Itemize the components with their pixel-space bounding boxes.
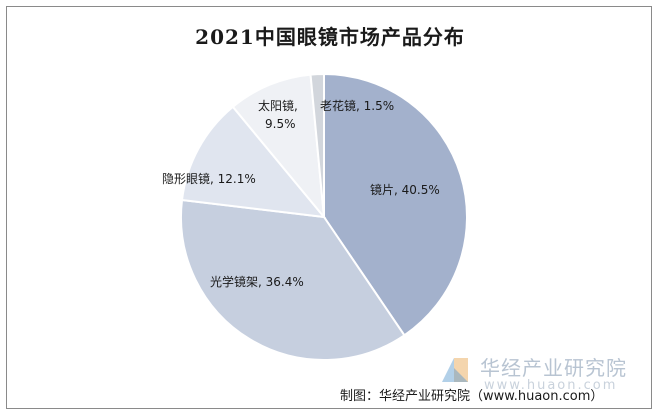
slice-label-contact-lens: 隐形眼镜, 12.1% (162, 171, 256, 186)
slice-label-optical-frame: 光学镜架, 36.4% (210, 274, 304, 289)
brand-logo-icon (442, 358, 468, 382)
slice-lens (323, 72, 468, 337)
slice-label-lens: 镜片, 40.5% (370, 182, 440, 197)
slice-sunglasses (231, 73, 326, 221)
slice-contact-lens (180, 105, 327, 219)
chart-title: 2021中国眼镜市场产品分布 (195, 25, 465, 49)
slice-label-reading-glasses: 老花镜, 1.5% (320, 98, 394, 113)
slice-label-sunglasses-value: 9.5% (265, 117, 296, 131)
slice-optical-frame (180, 198, 406, 361)
watermark-url: www.huaon.com (484, 378, 618, 393)
watermark-brand: 华经产业研究院 (480, 356, 627, 380)
slice-label-sunglasses-name: 太阳镜, (258, 98, 298, 113)
slice-reading-glasses (309, 72, 325, 218)
pie-slices (180, 72, 468, 361)
source-note: 制图：华经产业研究院（www.huaon.com） (340, 389, 604, 404)
slice-labels: 镜片, 40.5% 光学镜架, 36.4% 隐形眼镜, 12.1% 太阳镜, 9… (162, 98, 440, 289)
